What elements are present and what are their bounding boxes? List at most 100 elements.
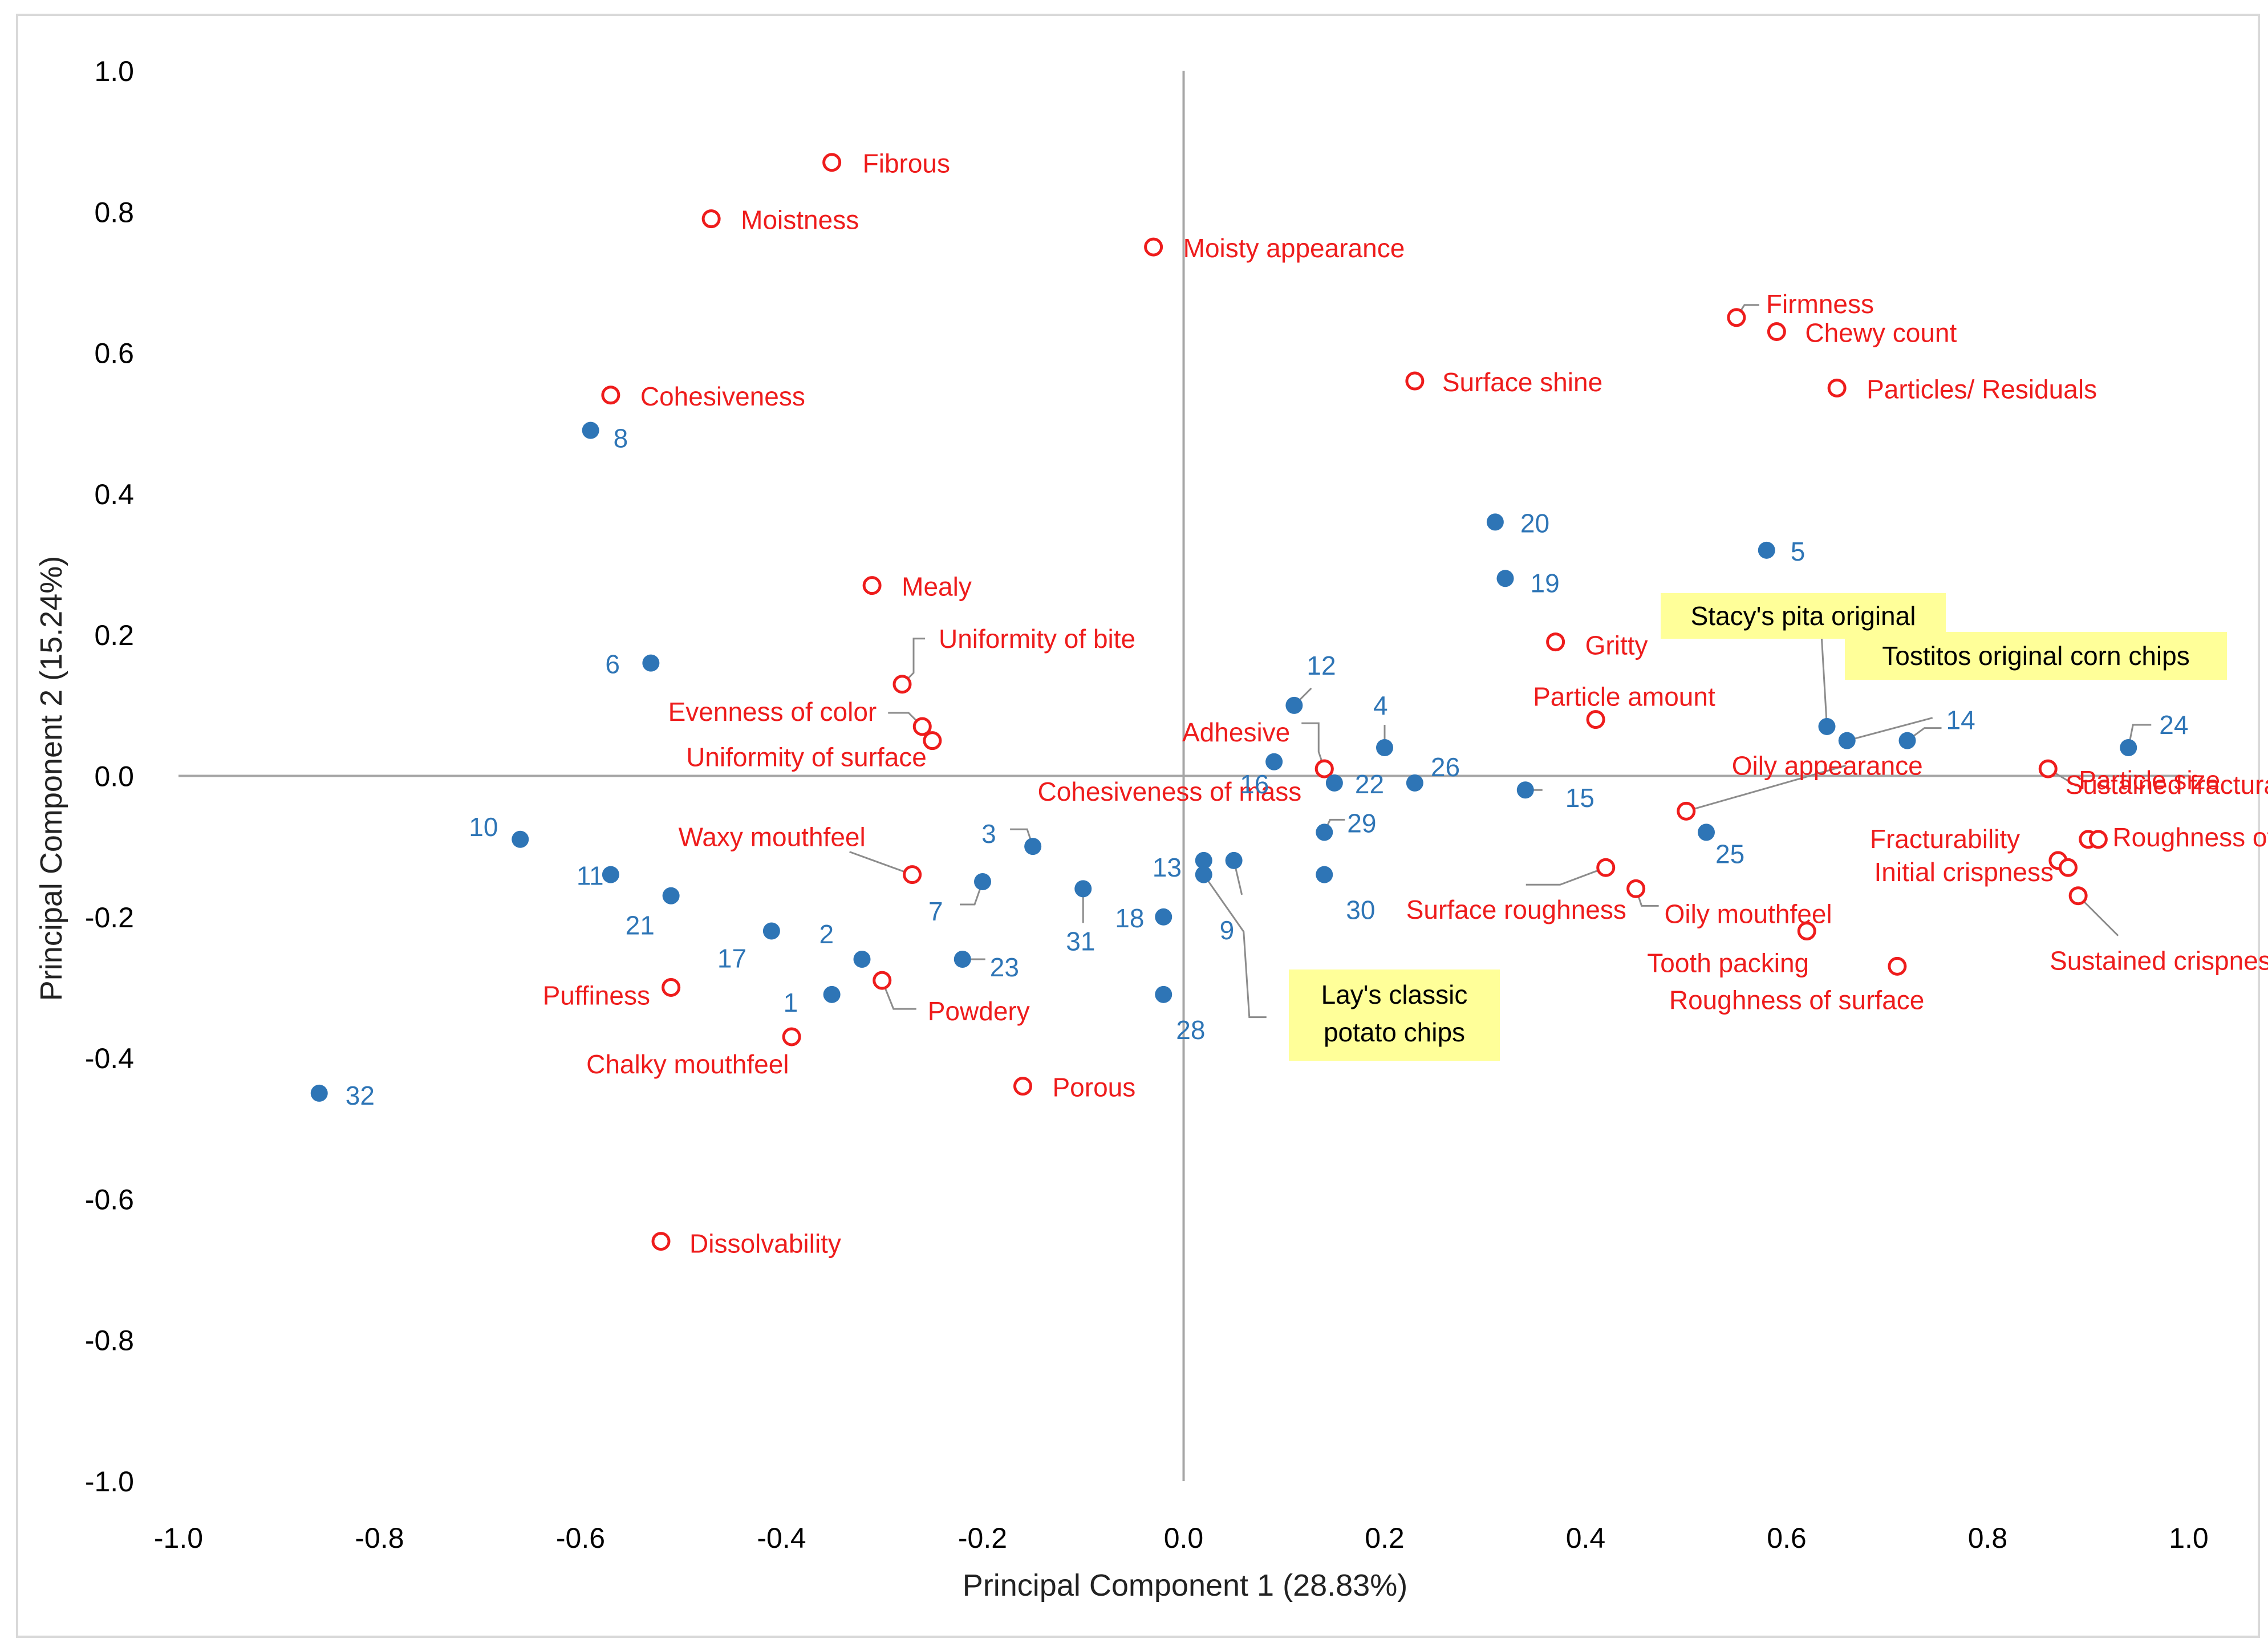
sample-marker	[512, 830, 529, 848]
attribute-label: Puffiness	[543, 980, 650, 1010]
attribute-marker	[1596, 858, 1616, 877]
sample-label: 23	[990, 952, 1019, 982]
y-tick-label: -0.4	[85, 1042, 134, 1074]
sample-label: 31	[1066, 926, 1095, 956]
x-tick-label: -0.8	[355, 1522, 404, 1554]
sample-marker	[1265, 753, 1283, 770]
attribute-label: Roughness of mass	[2112, 822, 2268, 852]
tick-labels: -1.0 -0.8 -0.6 -0.4 -0.2 0.0 0.2 0.4 0.6 0.8 1.0 1.…	[85, 55, 2209, 1554]
attribute-label: Surface shine	[1442, 367, 1602, 397]
sample-label: 20	[1520, 508, 1549, 538]
sample-marker	[1376, 739, 1393, 757]
sample-label: 13	[1153, 853, 1182, 882]
attribute-marker	[862, 576, 882, 595]
sample-marker	[1496, 570, 1514, 587]
sample-marker	[2120, 739, 2137, 757]
y-axis-title: Principal Component 2 (15.24%)	[34, 556, 68, 1001]
attribute-label: Adhesive	[1182, 717, 1290, 747]
callout-leader-line	[1203, 874, 1267, 1019]
attribute-marker	[903, 865, 922, 885]
attribute-marker	[1314, 759, 1334, 778]
attribute-marker	[1727, 308, 1746, 327]
y-tick-label: 0.6	[94, 338, 134, 370]
attribute-marker	[912, 717, 932, 736]
attribute-marker	[2088, 830, 2108, 849]
attribute-label: Oily appearance	[1732, 751, 1923, 780]
sample-marker	[954, 950, 971, 968]
attribute-marker	[1797, 922, 1816, 941]
attribute-marker	[923, 731, 942, 751]
x-tick-label: 1.0	[2169, 1522, 2209, 1554]
y-tick-label: -1.0	[85, 1466, 134, 1498]
attribute-marker	[1546, 632, 1565, 652]
sample-label: 28	[1176, 1015, 1205, 1045]
attribute-marker	[2068, 886, 2088, 906]
sample-label: 5	[1791, 537, 1806, 566]
sample-marker	[762, 922, 780, 940]
callout-box	[1289, 969, 1500, 1061]
attribute-label: Porous	[1053, 1073, 1136, 1102]
attribute-label: Roughness of surface	[1669, 985, 1925, 1015]
callout-leader-line	[1847, 717, 1933, 742]
attribute-label: Dissolvability	[689, 1229, 841, 1259]
sample-label: 6	[605, 650, 620, 679]
y-tick-label: -0.2	[85, 902, 134, 934]
attribute-label: Uniformity of surface	[686, 743, 927, 772]
attribute-marker	[662, 977, 681, 997]
attribute-marker	[1677, 801, 1696, 821]
attribute-label: Evenness of color	[668, 697, 877, 727]
attribute-marker	[873, 971, 892, 990]
sample-label: 15	[1565, 783, 1595, 813]
attribute-marker	[1767, 322, 1786, 342]
attribute-label: Fibrous	[863, 149, 950, 179]
callout-label: Stacy's pita original	[1691, 601, 1916, 631]
attribute-label: Powdery	[928, 996, 1030, 1026]
sample-label: 1	[784, 988, 798, 1017]
attribute-marker	[2059, 858, 2078, 877]
sample-marker	[662, 887, 680, 904]
sample-marker	[1838, 732, 1856, 749]
x-tick-label: -0.4	[757, 1522, 806, 1554]
attribute-label: Initial crispness	[1875, 857, 2054, 887]
attribute-label: Chalky mouthfeel	[586, 1049, 789, 1079]
attribute-label: Mealy	[902, 572, 972, 602]
sample-label: 16	[1240, 769, 1269, 799]
y-tick-label: -0.6	[85, 1183, 134, 1215]
attribute-marker	[1405, 371, 1425, 391]
sample-marker	[1195, 866, 1212, 883]
sample-label: 18	[1115, 903, 1144, 933]
attribute-label: Moisty appearance	[1183, 233, 1405, 263]
attribute-marker	[1144, 237, 1163, 257]
sample-label: 17	[717, 944, 746, 973]
x-axis-title: Principal Component 1 (28.83%)	[963, 1568, 1407, 1603]
attribute-marker	[782, 1027, 801, 1046]
sample-marker	[853, 950, 871, 968]
attribute-marker	[1626, 879, 1646, 898]
sample-marker	[1316, 866, 1333, 883]
sample-marker	[1155, 908, 1172, 926]
sample-label: 8	[614, 424, 628, 453]
sample-marker	[1406, 774, 1423, 792]
sample-label: 7	[928, 897, 943, 926]
callouts: Stacy's pita original Tostitos original c…	[1289, 593, 2227, 1061]
attribute-leader-line	[881, 980, 916, 1010]
sample-label: 2	[819, 919, 834, 949]
sample-label: 9	[1220, 915, 1235, 945]
sample-label: 21	[626, 911, 655, 940]
x-tick-label: -0.6	[556, 1522, 605, 1554]
sample-label: 26	[1431, 752, 1460, 782]
y-tick-label: 0.4	[94, 478, 134, 510]
callout-label: Lay's classic potato chips	[1321, 980, 1468, 1047]
sample-label: 30	[1346, 895, 1375, 925]
sample-label: 10	[469, 812, 498, 842]
sample-label: 3	[981, 819, 996, 849]
x-tick-label: 0.6	[1767, 1522, 1807, 1554]
sample-marker	[974, 873, 991, 890]
x-tick-label: -1.0	[154, 1522, 203, 1554]
attribute-label: Moistness	[741, 205, 859, 235]
sample-marker	[1486, 513, 1504, 531]
attribute-label: Particle amount	[1533, 682, 1715, 712]
y-tick-label: 1.0	[94, 55, 134, 87]
